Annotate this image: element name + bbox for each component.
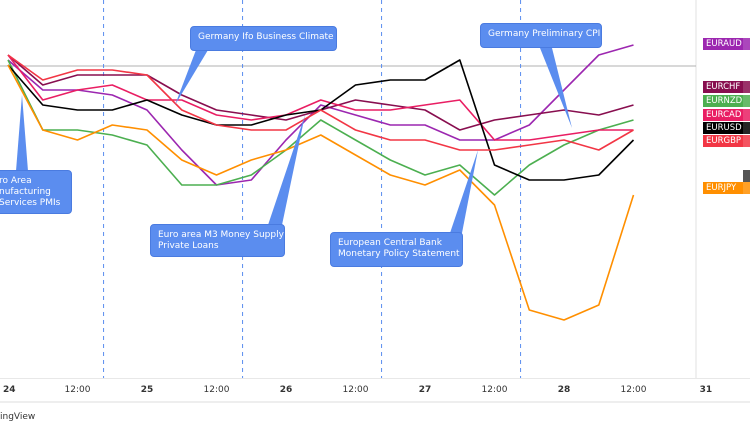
price-label-eurchf: EURCHF (703, 81, 743, 93)
price-label-tail (743, 81, 750, 93)
price-label-euraud: EURAUD (703, 38, 743, 50)
x-tick-label: 24 (3, 385, 16, 395)
series-line-eurgbp (7, 54, 634, 151)
annotation-text: European Central Bank (338, 238, 442, 248)
x-tick-label: 31 (699, 385, 713, 395)
annotation-pointer (450, 150, 478, 233)
x-tick-label: 28 (557, 385, 571, 395)
time-axis[interactable] (0, 378, 750, 403)
x-tick-label: 12:00 (342, 385, 369, 395)
annotation-text: Services PMIs (0, 198, 61, 208)
series-line-euraud (7, 44, 634, 186)
x-tick-label: 25 (140, 385, 154, 395)
series-line-eurnzd (7, 59, 634, 196)
price-label-tail (743, 135, 750, 147)
annotation-pointer (540, 48, 572, 128)
x-tick-label: 12:00 (203, 385, 230, 395)
annotation-ecb[interactable]: European Central Bank Monetary Policy St… (330, 232, 463, 267)
annotation-text: Private Loans (158, 241, 219, 251)
annotation-text: ro Area (0, 176, 32, 186)
annotation-text: Germany Preliminary CPI (488, 29, 601, 39)
watermark: ingView (0, 412, 36, 422)
x-tick-label: 12:00 (64, 385, 91, 395)
annotation-text: Germany Ifo Business Climate (198, 32, 334, 42)
annotation-text: Monetary Policy Statement (338, 249, 460, 259)
x-tick-label: 26 (279, 385, 293, 395)
scale-marker (743, 170, 750, 182)
price-label-eurgbp: EURGBP (703, 135, 743, 147)
annotation-cpi[interactable]: Germany Preliminary CPI (480, 23, 602, 48)
annotation-pmi[interactable]: ro Area nufacturing Services PMIs (0, 170, 72, 214)
annotation-pointer (175, 50, 208, 105)
x-tick-label: 12:00 (481, 385, 508, 395)
x-tick-label: 27 (418, 385, 432, 395)
series-line-eurjpy (7, 64, 635, 321)
annotation-pointer (16, 95, 28, 171)
annotation-text: nufacturing (0, 187, 51, 197)
price-label-tail (743, 38, 750, 50)
annotation-m3[interactable]: Euro area M3 Money Supply Private Loans (150, 224, 285, 257)
series-line-eurcad (7, 54, 634, 141)
annotation-text: Euro area M3 Money Supply (158, 230, 284, 240)
price-label-tail (743, 95, 750, 107)
price-label-tail (743, 109, 750, 121)
annotation-ifo[interactable]: Germany Ifo Business Climate (190, 26, 337, 51)
price-label-eurjpy: EURJPY (703, 182, 743, 194)
price-label-eurusd: EURUSD (703, 122, 743, 134)
annotation-pointer (268, 115, 305, 225)
price-label-tail (743, 122, 750, 134)
price-label-tail (743, 182, 750, 194)
x-tick-label: 12:00 (620, 385, 647, 395)
price-label-eurcad: EURCAD (703, 109, 743, 121)
price-label-eurnzd: EURNZD (703, 95, 743, 107)
